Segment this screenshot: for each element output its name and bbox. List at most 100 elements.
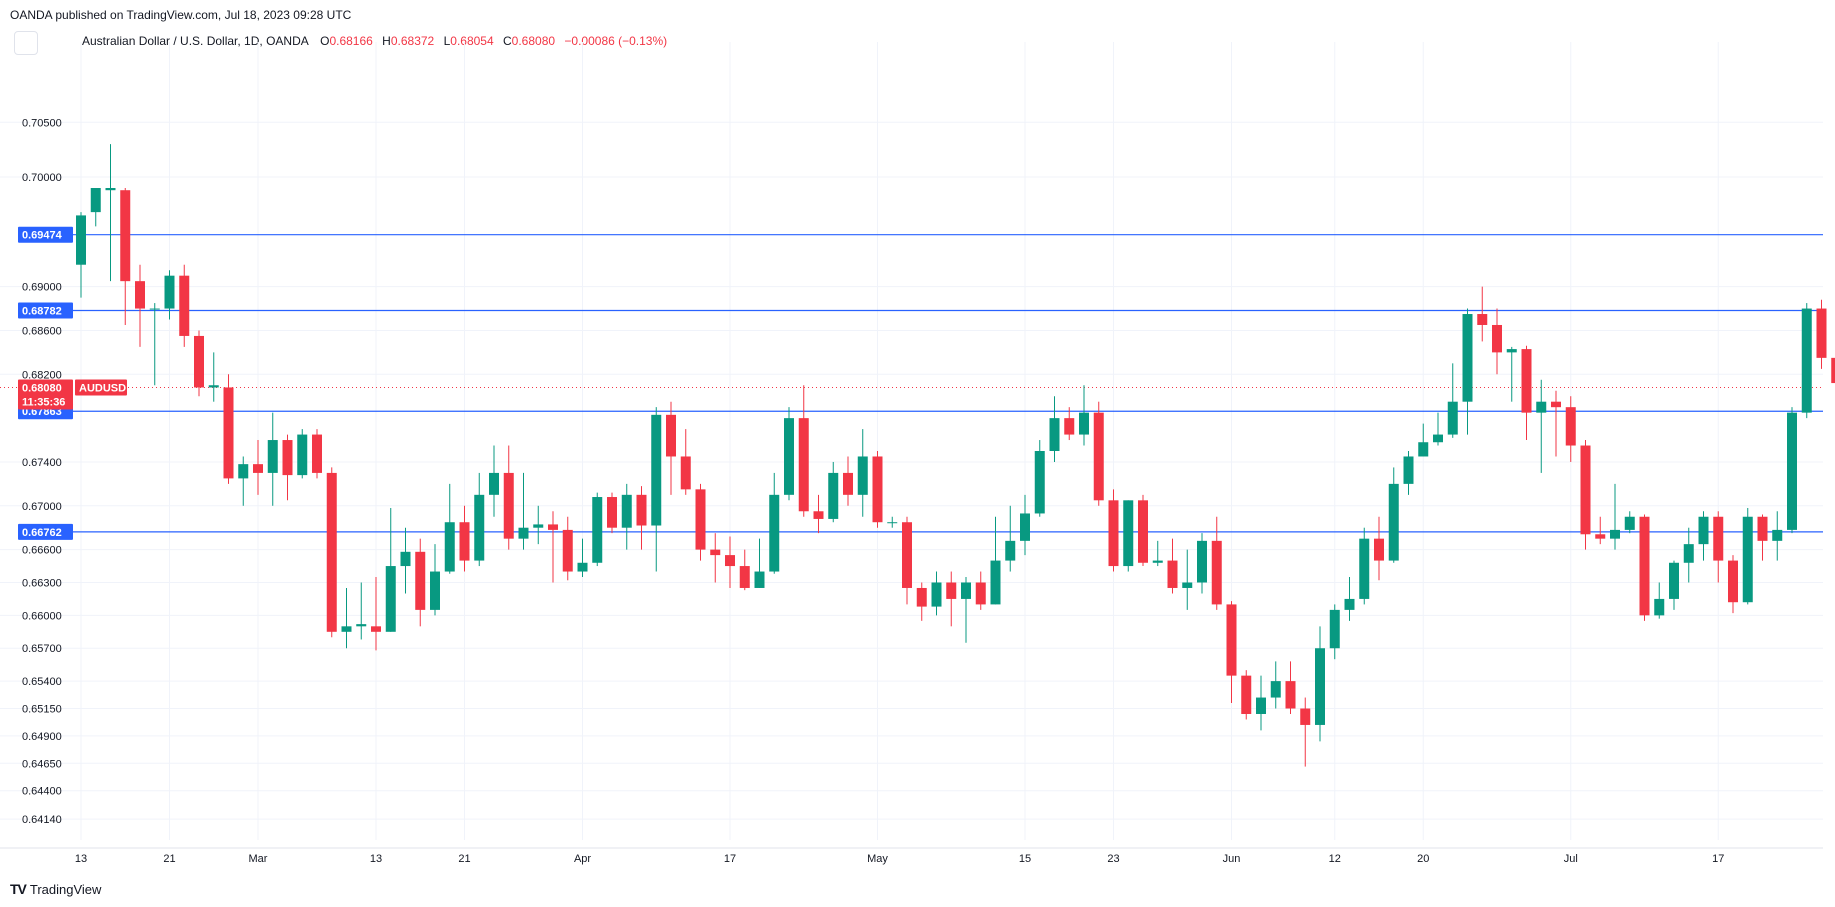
candle-body	[725, 555, 735, 567]
candle-body	[326, 472, 337, 632]
y-tick-label: 0.66000	[22, 610, 62, 622]
legend-low-label: L	[443, 34, 451, 48]
legend-close-value: 0.68080	[511, 34, 556, 48]
candle-body	[1536, 401, 1547, 413]
x-tick-label: 20	[1417, 853, 1429, 865]
legend-high-value: 0.68372	[390, 34, 435, 48]
tradingview-logo-text: TradingView	[29, 881, 102, 897]
candle-body	[208, 385, 219, 388]
candle-body	[651, 414, 662, 526]
candle-body	[1624, 516, 1635, 530]
x-tick-label: 23	[1107, 853, 1119, 865]
candle-body	[1138, 500, 1148, 563]
x-tick-label: 21	[163, 853, 175, 865]
candle-body	[902, 522, 912, 588]
candle-body	[1315, 648, 1325, 725]
y-tick-label: 0.66300	[22, 577, 62, 589]
time-axis[interactable]: 1321Mar1321Apr17May1523Jun1220Jul17Aug	[75, 853, 1835, 865]
horizontal-lines[interactable]	[0, 234, 1823, 533]
candle-body	[1329, 609, 1340, 649]
y-tick-label: 0.67000	[22, 501, 62, 513]
tradingview-logo[interactable]: TV TradingView	[10, 881, 101, 897]
candle-body	[400, 551, 411, 567]
candle-body	[916, 587, 927, 607]
candle-body	[341, 626, 352, 632]
countdown-label: 11:35:36	[22, 396, 65, 408]
candle-body	[518, 527, 529, 539]
candle-body	[76, 215, 86, 265]
candle-body	[1152, 560, 1163, 563]
price-tags: 0.694740.687820.678630.667620.6808011:35…	[18, 226, 127, 540]
candle-body	[695, 489, 706, 550]
candle-body	[1639, 516, 1650, 616]
candle-body	[1728, 560, 1738, 603]
legend-open-value: 0.68166	[329, 34, 373, 48]
candle-body	[430, 571, 440, 610]
y-tick-label: 0.68200	[22, 369, 62, 381]
x-tick-label: May	[867, 853, 888, 865]
candle-body	[238, 464, 249, 479]
x-tick-label: 13	[370, 853, 382, 865]
symbol-logo-icon[interactable]	[14, 31, 38, 55]
candle-body	[105, 188, 116, 191]
candle-body	[931, 582, 942, 607]
candle-body	[769, 494, 780, 572]
x-tick-label: 12	[1329, 853, 1341, 865]
candle-body	[1270, 681, 1281, 698]
line-price-tag-label: 0.69474	[22, 230, 63, 242]
candle-body	[1034, 451, 1045, 514]
chart-legend: Australian Dollar / U.S. Dollar, 1D, OAN…	[82, 34, 673, 48]
candle-body	[680, 456, 691, 490]
candle-body	[1359, 538, 1370, 599]
candle-body	[1713, 516, 1724, 561]
x-tick-label: 15	[1019, 853, 1031, 865]
candle-body	[149, 308, 160, 310]
candle-body	[267, 440, 278, 473]
candle-body	[1757, 516, 1768, 541]
line-price-tag	[18, 226, 73, 243]
candle-body	[1093, 412, 1104, 501]
publisher-caption: OANDA published on TradingView.com, Jul …	[10, 8, 352, 22]
candle-body	[120, 190, 131, 282]
candle-body	[356, 624, 367, 627]
line-price-tag	[18, 302, 73, 319]
candle-body	[887, 522, 898, 524]
candle-body	[1551, 401, 1561, 408]
y-tick-label: 0.64650	[22, 758, 62, 770]
candle-body	[1492, 324, 1502, 353]
last-price-tag-label: 0.68080	[22, 382, 62, 394]
candle-body	[1211, 540, 1222, 605]
candle-body	[946, 582, 957, 599]
candle-body	[459, 522, 470, 561]
candle-body	[562, 529, 573, 572]
candle-body	[1521, 349, 1532, 413]
candle-body	[592, 497, 603, 563]
candle-body	[194, 335, 204, 388]
y-tick-label: 0.69000	[22, 282, 62, 294]
candle-body	[1226, 604, 1237, 676]
legend-change: −0.00086 (−0.13%)	[564, 34, 668, 48]
candle-body	[1565, 407, 1576, 446]
candle-body	[533, 524, 544, 528]
candle-body	[1374, 538, 1384, 561]
candle-body	[577, 562, 588, 572]
candle-body	[503, 472, 514, 539]
candle-body	[666, 414, 676, 457]
y-tick-label: 0.66600	[22, 545, 62, 557]
y-tick-label: 0.64140	[22, 814, 62, 826]
candle-body	[1049, 418, 1060, 451]
candle-body	[164, 275, 175, 309]
price-axis[interactable]: 0.70500 0.70000 0.69000 0.68600 0.68200 0.674…	[22, 117, 62, 826]
y-tick-label: 0.64400	[22, 786, 62, 798]
candle-body	[1580, 445, 1591, 535]
x-tick-label: Jul	[1564, 853, 1578, 865]
candle-body	[1506, 349, 1517, 353]
x-tick-label: 13	[75, 853, 87, 865]
y-tick-label: 0.65150	[22, 704, 62, 716]
candle-body	[1447, 401, 1458, 435]
candle-body	[1285, 681, 1296, 709]
candle-body	[1801, 308, 1812, 413]
legend-open-label: O	[320, 34, 330, 48]
line-price-tag	[18, 523, 73, 540]
